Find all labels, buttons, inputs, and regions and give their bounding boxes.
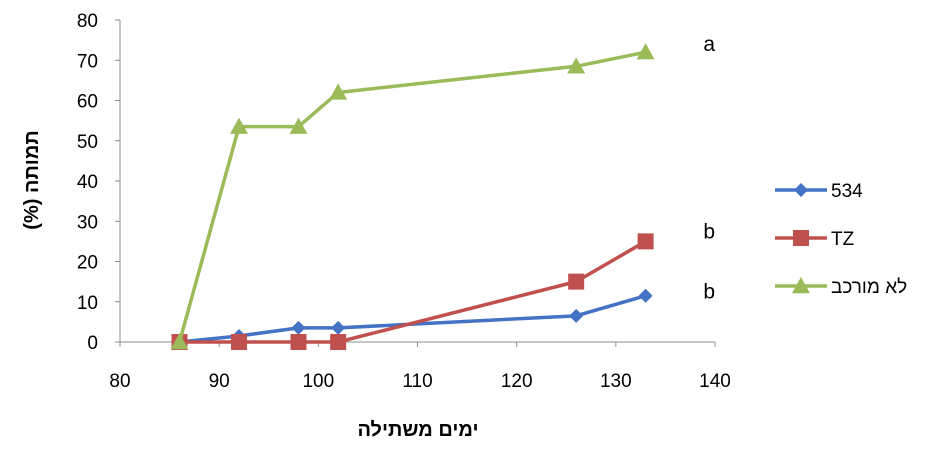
data-point: [330, 334, 347, 350]
data-point: [231, 334, 247, 350]
x-tick-label: 120: [501, 371, 533, 392]
y-tick-label: 0: [87, 333, 98, 354]
data-point: [569, 308, 584, 323]
series-line: [177, 50, 646, 343]
significance-letter: b: [703, 281, 715, 304]
legend-item-1: 534: [775, 181, 863, 202]
data-point: [291, 320, 306, 335]
x-tick-label: 110: [402, 371, 432, 392]
y-tick-label: 60: [77, 92, 98, 113]
significance-letter: a: [703, 33, 715, 56]
y-tick-label: 70: [77, 51, 98, 72]
data-point: [638, 288, 653, 303]
series-line: [179, 294, 647, 344]
y-tick-label: 50: [77, 132, 98, 153]
data-point: [636, 43, 655, 60]
y-tick-label: 80: [77, 11, 98, 32]
data-point: [567, 57, 586, 74]
y-tick-label: 40: [77, 172, 98, 193]
annotations: a b b: [703, 33, 715, 304]
y-tick-label: 10: [77, 293, 98, 314]
legend-marker: [793, 230, 809, 246]
data-point: [230, 117, 248, 134]
legend-marker: [792, 277, 810, 294]
x-axis-title: ימים משתילה: [357, 419, 478, 441]
legend-label: לא מורכב: [831, 277, 907, 298]
data-point: [170, 333, 189, 350]
y-tick-label: 20: [77, 253, 98, 274]
plot-series: [170, 43, 655, 350]
data-point: [568, 273, 585, 290]
x-tick-label: 80: [109, 371, 130, 392]
x-tick-label: 100: [302, 371, 334, 392]
legend: 534 TZ לא מורכב: [775, 181, 907, 298]
legend-label: 534: [831, 181, 863, 202]
legend-marker: [794, 183, 808, 197]
data-point: [290, 334, 307, 350]
legend-item-3: לא מורכב: [775, 277, 907, 298]
data-point: [329, 83, 348, 100]
series-line: [179, 239, 647, 344]
axes: 0 10 20 30 40 50 60 70 80 80 90 100 110 120 130 140: [77, 11, 731, 392]
x-tick-label: 140: [699, 371, 731, 392]
series-2: [171, 233, 654, 350]
x-tick-label: 130: [600, 371, 632, 392]
significance-letter: b: [703, 220, 715, 243]
data-point: [289, 117, 308, 134]
data-point: [637, 233, 654, 250]
legend-label: TZ: [831, 229, 855, 250]
y-tick-label: 30: [77, 212, 98, 233]
y-axis-title: תמותה (%): [21, 130, 43, 229]
data-point: [331, 320, 346, 335]
series-3: [170, 43, 655, 350]
x-tick-label: 90: [209, 371, 230, 392]
legend-item-2: TZ: [775, 229, 855, 250]
